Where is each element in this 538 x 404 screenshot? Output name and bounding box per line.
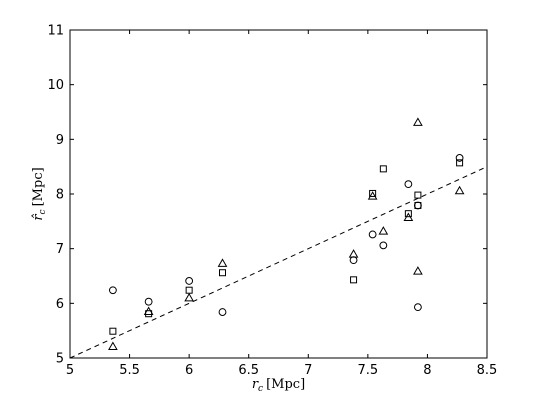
triangle-point [184, 292, 195, 302]
y-tick-label: 10 [47, 78, 64, 93]
square-point [185, 286, 193, 294]
x-tick-label: 5 [66, 363, 74, 378]
y-tick-label: 11 [47, 24, 64, 39]
circle-point [218, 308, 227, 316]
square-point [109, 327, 117, 335]
triangle-point [348, 249, 359, 258]
triangle-point [217, 258, 228, 267]
y-axis-label: r̂c[Mpc] [31, 167, 48, 220]
square-point [350, 276, 358, 284]
circle-point [108, 286, 117, 295]
circle-point [368, 230, 377, 239]
circle-point [413, 201, 422, 210]
triangle-point [143, 306, 154, 316]
x-tick-label: 5.5 [119, 363, 140, 378]
y-tick-label: 5 [56, 352, 64, 367]
x-tick-label: 6 [185, 363, 193, 378]
circle-point [185, 277, 194, 285]
square-point [456, 159, 464, 167]
square-point [379, 165, 387, 173]
x-tick-label: 8.5 [477, 363, 498, 378]
circle-point [413, 303, 422, 312]
plot-frame [69, 29, 488, 359]
circle-point [455, 154, 464, 162]
circle-point [349, 256, 358, 265]
circle-point [144, 297, 153, 306]
x-tick-label: 6.5 [238, 363, 259, 378]
x-axis-label: rc [Mpc] [252, 377, 305, 394]
square-point [219, 269, 227, 277]
plot-marks [69, 117, 488, 359]
triangle-point [378, 226, 389, 235]
y-tick-label: 9 [56, 133, 64, 148]
triangle-point [108, 341, 118, 351]
square-point [414, 201, 422, 209]
y-tick-label: 6 [56, 297, 64, 312]
y-tick-label: 7 [56, 242, 64, 257]
triangle-point [403, 212, 414, 222]
triangle-point [454, 185, 465, 195]
square-point [414, 191, 422, 199]
square-point [404, 210, 412, 218]
square-point [369, 189, 377, 197]
x-tick-label: 8 [423, 363, 431, 378]
y-tick-label: 8 [56, 188, 64, 203]
x-tick-label: 7.5 [358, 363, 379, 378]
circle-point [379, 241, 388, 250]
x-tick-label: 7 [304, 363, 312, 378]
reference-line [69, 166, 488, 359]
triangle-point [413, 266, 423, 275]
triangle-point [413, 117, 423, 126]
triangle-point [367, 191, 378, 200]
axes: 5 5.5 6 6.5 7 7.5 8 8.5 5 6 7 8 9 10 11 [47, 24, 497, 379]
circle-point [404, 180, 413, 189]
